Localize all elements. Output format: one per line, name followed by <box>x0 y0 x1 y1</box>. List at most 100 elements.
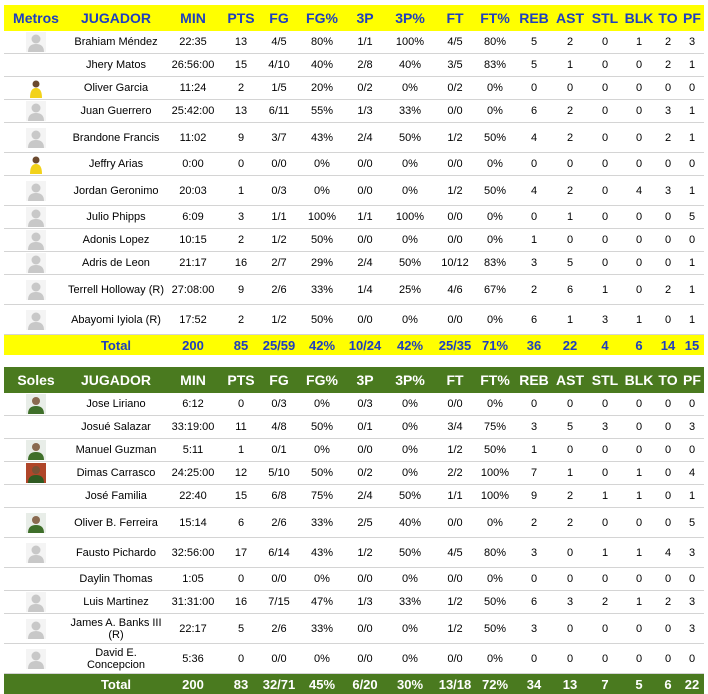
stat-ast: 0 <box>552 393 588 416</box>
player-avatar <box>4 123 68 153</box>
stat-pf: 3 <box>680 591 704 614</box>
stat-ft: 0/0 <box>436 644 474 674</box>
stat-ast: 2 <box>552 176 588 206</box>
stat-pf: 0 <box>680 439 704 462</box>
stat-ft: 2/2 <box>436 462 474 485</box>
player-name: Jordan Geronimo <box>68 176 164 206</box>
total-min: 200 <box>164 674 222 694</box>
stat-to: 0 <box>656 77 680 100</box>
stat-blk: 1 <box>622 538 656 568</box>
stat-ft-pct: 50% <box>474 176 516 206</box>
stat-3p-pct: 0% <box>384 176 436 206</box>
stat-to: 0 <box>656 614 680 644</box>
player-avatar <box>4 54 68 77</box>
player-avatar <box>4 31 68 54</box>
stat-ft: 1/2 <box>436 123 474 153</box>
total-pf: 22 <box>680 674 704 694</box>
player-avatar <box>4 275 68 305</box>
stat-to: 4 <box>656 538 680 568</box>
stat-blk: 0 <box>622 100 656 123</box>
stat-to: 0 <box>656 252 680 275</box>
team-name-header: Soles <box>4 367 68 393</box>
stat-to: 3 <box>656 176 680 206</box>
stat-to: 0 <box>656 644 680 674</box>
stat-reb: 3 <box>516 538 552 568</box>
stat-fg: 1/1 <box>260 206 298 229</box>
stat-ft-pct: 83% <box>474 54 516 77</box>
total-fg: 25/59 <box>260 335 298 356</box>
column-header-3p: 3P <box>346 367 384 393</box>
stat-stl: 0 <box>588 100 622 123</box>
stat-stl: 3 <box>588 416 622 439</box>
stat-to: 2 <box>656 31 680 54</box>
stat-blk: 1 <box>622 485 656 508</box>
total-3p-pct: 30% <box>384 674 436 694</box>
stat-pf: 0 <box>680 153 704 176</box>
stat-reb: 5 <box>516 54 552 77</box>
stat-fg-pct: 33% <box>298 508 346 538</box>
stat-3p-pct: 0% <box>384 462 436 485</box>
stat-fg: 1/2 <box>260 305 298 335</box>
stat-ft-pct: 0% <box>474 568 516 591</box>
stat-pts: 15 <box>222 54 260 77</box>
stat-pf: 1 <box>680 485 704 508</box>
player-name: Adris de Leon <box>68 252 164 275</box>
stat-blk: 0 <box>622 275 656 305</box>
stat-3p-pct: 0% <box>384 439 436 462</box>
player-name: Brandone Francis <box>68 123 164 153</box>
stat-3p-pct: 0% <box>384 77 436 100</box>
stat-3p: 1/3 <box>346 591 384 614</box>
total-ft-pct: 72% <box>474 674 516 694</box>
stat-stl: 0 <box>588 153 622 176</box>
stat-fg: 2/6 <box>260 275 298 305</box>
stat-min: 22:17 <box>164 614 222 644</box>
stat-ft-pct: 0% <box>474 305 516 335</box>
total-fg-pct: 42% <box>298 335 346 356</box>
stat-fg: 4/5 <box>260 31 298 54</box>
stat-blk: 4 <box>622 176 656 206</box>
stat-blk: 0 <box>622 508 656 538</box>
stat-to: 2 <box>656 591 680 614</box>
stat-pts: 1 <box>222 439 260 462</box>
stat-blk: 0 <box>622 393 656 416</box>
player-name: Terrell Holloway (R) <box>68 275 164 305</box>
stat-stl: 0 <box>588 206 622 229</box>
stat-blk: 0 <box>622 123 656 153</box>
stat-to: 0 <box>656 206 680 229</box>
stat-min: 5:11 <box>164 439 222 462</box>
stat-3p-pct: 100% <box>384 31 436 54</box>
stat-fg-pct: 50% <box>298 416 346 439</box>
stat-min: 27:08:00 <box>164 275 222 305</box>
stat-ft: 4/6 <box>436 275 474 305</box>
stat-min: 10:15 <box>164 229 222 252</box>
stat-to: 0 <box>656 153 680 176</box>
total-to: 6 <box>656 674 680 694</box>
stat-min: 31:31:00 <box>164 591 222 614</box>
stat-3p-pct: 0% <box>384 153 436 176</box>
total-fg: 32/71 <box>260 674 298 694</box>
stat-ast: 1 <box>552 54 588 77</box>
stat-ast: 2 <box>552 31 588 54</box>
player-avatar <box>4 439 68 462</box>
player-avatar <box>4 100 68 123</box>
stat-fg-pct: 33% <box>298 614 346 644</box>
player-avatar <box>4 393 68 416</box>
stat-blk: 0 <box>622 644 656 674</box>
player-avatar <box>4 416 68 439</box>
stat-pts: 13 <box>222 31 260 54</box>
total-reb: 34 <box>516 674 552 694</box>
stat-pts: 12 <box>222 462 260 485</box>
stat-pf: 1 <box>680 100 704 123</box>
stat-reb: 0 <box>516 644 552 674</box>
column-header-ft-pct: FT% <box>474 5 516 31</box>
stat-stl: 0 <box>588 54 622 77</box>
